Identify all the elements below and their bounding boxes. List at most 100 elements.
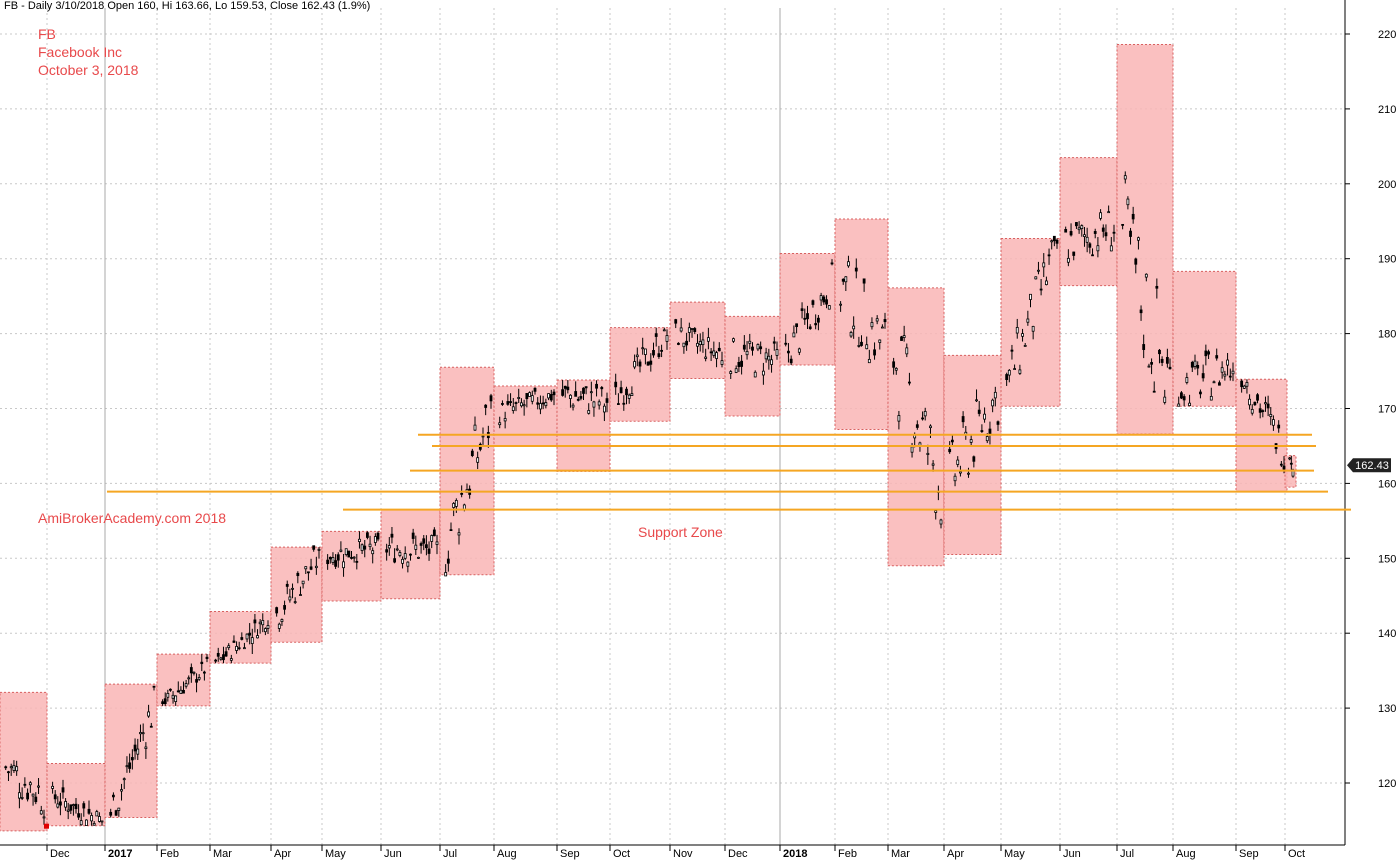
candle-body xyxy=(309,566,313,570)
candle-body xyxy=(635,354,639,358)
candle-body xyxy=(1075,222,1078,227)
candle-body xyxy=(646,361,650,366)
candle-body xyxy=(638,361,642,367)
candle-body xyxy=(152,685,156,688)
candle-body xyxy=(511,406,515,411)
candle-body xyxy=(969,439,973,443)
candle-body xyxy=(163,698,167,705)
monthly-range-box xyxy=(1059,157,1118,287)
candle-body xyxy=(923,411,927,417)
candle-body xyxy=(166,692,170,698)
candle-body xyxy=(825,299,828,305)
candle-body xyxy=(222,654,225,661)
candle-body xyxy=(806,313,809,320)
candle-body xyxy=(243,647,246,650)
y-tick-label: 180 xyxy=(1378,329,1396,341)
candle-body xyxy=(69,804,73,811)
candle-body xyxy=(454,500,458,507)
candle-body xyxy=(857,345,861,347)
candle-body xyxy=(854,267,858,272)
candle-body xyxy=(959,471,962,474)
candle-body xyxy=(355,560,359,563)
candle-body xyxy=(304,566,308,570)
candle-body xyxy=(285,583,289,587)
candle-body xyxy=(61,787,65,793)
candle-body xyxy=(15,766,19,772)
candle-body xyxy=(712,350,716,356)
candle-body xyxy=(12,764,16,771)
candle-body xyxy=(1253,401,1257,406)
candle-body xyxy=(552,391,556,396)
candle-body xyxy=(39,810,43,815)
candle-body xyxy=(844,276,848,283)
candle-body xyxy=(473,424,477,431)
ticker-label: FB xyxy=(38,26,56,42)
candle-body xyxy=(1080,225,1084,230)
candle-body xyxy=(1261,410,1265,413)
candle-body xyxy=(114,810,118,816)
x-tick-label: Dec xyxy=(50,848,70,860)
x-tick-label: Jul xyxy=(1120,848,1134,860)
candle-body xyxy=(141,732,145,735)
candle-body xyxy=(314,565,318,569)
candle-body xyxy=(1250,409,1254,414)
candle-body xyxy=(229,658,233,661)
candle-body xyxy=(34,796,38,803)
candle-body xyxy=(197,677,201,680)
candle-body xyxy=(709,351,713,354)
x-tick-label: Apr xyxy=(274,848,291,860)
candle-body xyxy=(219,657,223,660)
candle-body xyxy=(53,794,57,800)
candle-body xyxy=(187,677,191,680)
candle-body xyxy=(756,344,760,350)
x-tick-label: Nov xyxy=(673,848,693,860)
candle-body xyxy=(1018,369,1022,374)
candle-body xyxy=(1045,280,1048,286)
candle-body xyxy=(991,399,995,407)
candle-body xyxy=(977,409,981,414)
candle-body xyxy=(149,725,153,728)
candle-body xyxy=(253,619,257,624)
candle-body xyxy=(424,544,428,549)
candle-body xyxy=(406,561,410,567)
candle-body xyxy=(839,303,843,306)
y-tick-label: 210 xyxy=(1378,104,1396,116)
candle-body xyxy=(921,417,924,420)
candle-body xyxy=(993,391,997,399)
candle-body xyxy=(528,392,531,397)
x-tick-label: Jun xyxy=(1063,848,1081,860)
candle-body xyxy=(192,671,196,674)
candle-body xyxy=(476,457,480,463)
watermark-label: AmiBrokerAcademy.com 2018 xyxy=(38,510,227,526)
candle-body xyxy=(544,402,548,407)
y-tick-label: 150 xyxy=(1378,553,1396,565)
candle-body xyxy=(934,510,938,513)
monthly-range-box xyxy=(104,683,158,818)
candle-body xyxy=(880,326,884,329)
candle-body xyxy=(179,689,183,694)
candle-body xyxy=(530,395,534,402)
candle-body xyxy=(720,360,724,365)
candle-body xyxy=(390,533,394,538)
candle-body xyxy=(975,399,978,402)
candle-body xyxy=(506,401,510,405)
x-tick-label: Apr xyxy=(947,848,964,860)
candle-body xyxy=(1085,236,1089,243)
candle-body xyxy=(51,785,54,789)
candle-body xyxy=(985,436,989,442)
x-tick-label: Oct xyxy=(1288,848,1305,860)
x-tick-label: Feb xyxy=(838,848,857,860)
candle-body xyxy=(28,782,32,786)
candle-body xyxy=(1188,402,1191,407)
candle-body xyxy=(873,349,876,356)
candle-body xyxy=(759,346,763,350)
candle-body xyxy=(373,536,377,543)
candle-body xyxy=(122,778,126,781)
candle-body xyxy=(1064,229,1068,233)
candle-body xyxy=(622,402,626,405)
candle-body xyxy=(784,342,788,345)
candle-body xyxy=(1107,211,1111,214)
candle-body xyxy=(948,448,952,453)
candle-body xyxy=(660,349,663,352)
candle-body xyxy=(358,538,361,543)
